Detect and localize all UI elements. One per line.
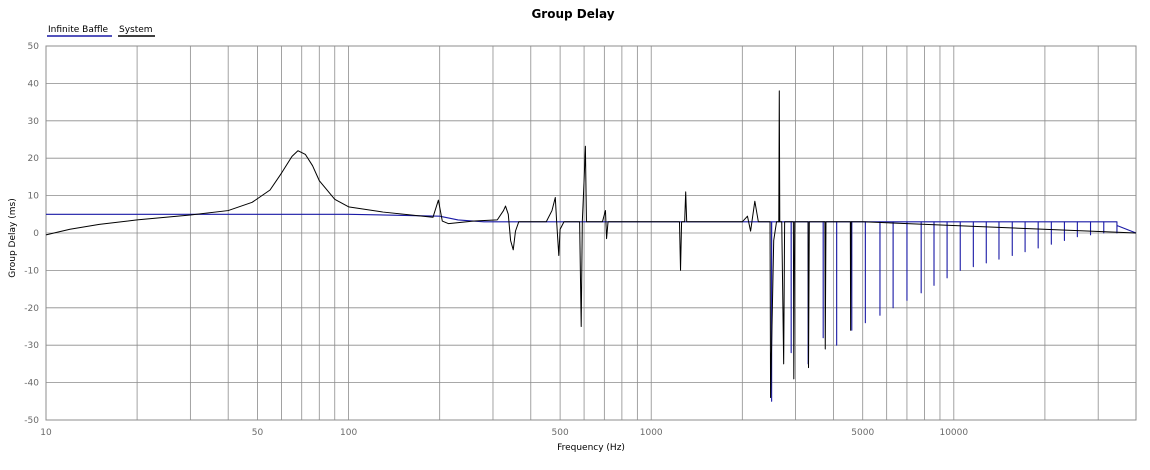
chart-title: Group Delay xyxy=(531,7,614,21)
y-tick-label: -10 xyxy=(24,266,39,276)
y-tick-label: -20 xyxy=(24,304,39,314)
y-tick-label: 30 xyxy=(28,117,40,127)
x-tick-label: 5000 xyxy=(851,428,874,438)
x-tick-label: 1000 xyxy=(640,428,663,438)
x-tick-label: 100 xyxy=(340,428,357,438)
y-tick-label: 20 xyxy=(28,154,40,164)
y-tick-label: -50 xyxy=(24,416,39,426)
x-axis-ticks: 10 50 100 500 1000 5000 10000 xyxy=(40,428,968,438)
grid xyxy=(46,45,1136,421)
legend-item-system[interactable]: System xyxy=(119,25,153,35)
series-layer xyxy=(45,90,1137,402)
y-tick-label: -40 xyxy=(24,379,39,389)
x-tick-label: 10000 xyxy=(939,428,968,438)
legend: Infinite Baffle System xyxy=(47,25,155,37)
y-tick-label: 50 xyxy=(28,42,40,52)
y-tick-label: 0 xyxy=(33,229,39,239)
y-tick-label: -30 xyxy=(24,341,39,351)
x-tick-label: 10 xyxy=(40,428,52,438)
series-line-system xyxy=(45,90,1137,399)
y-axis-label: Group Delay (ms) xyxy=(8,198,18,277)
legend-item-infinite-baffle[interactable]: Infinite Baffle xyxy=(48,25,109,35)
x-tick-label: 500 xyxy=(552,428,569,438)
y-tick-label: 40 xyxy=(28,79,40,89)
x-axis-label: Frequency (Hz) xyxy=(557,443,625,453)
x-tick-label: 50 xyxy=(252,428,264,438)
y-tick-label: 10 xyxy=(28,192,40,202)
y-axis-ticks: -50 -40 -30 -20 -10 0 10 20 30 40 50 xyxy=(24,42,39,426)
